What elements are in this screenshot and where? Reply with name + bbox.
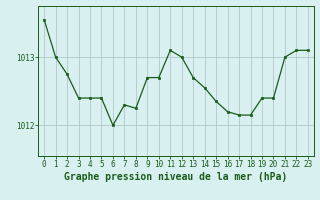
X-axis label: Graphe pression niveau de la mer (hPa): Graphe pression niveau de la mer (hPa) <box>64 172 288 182</box>
